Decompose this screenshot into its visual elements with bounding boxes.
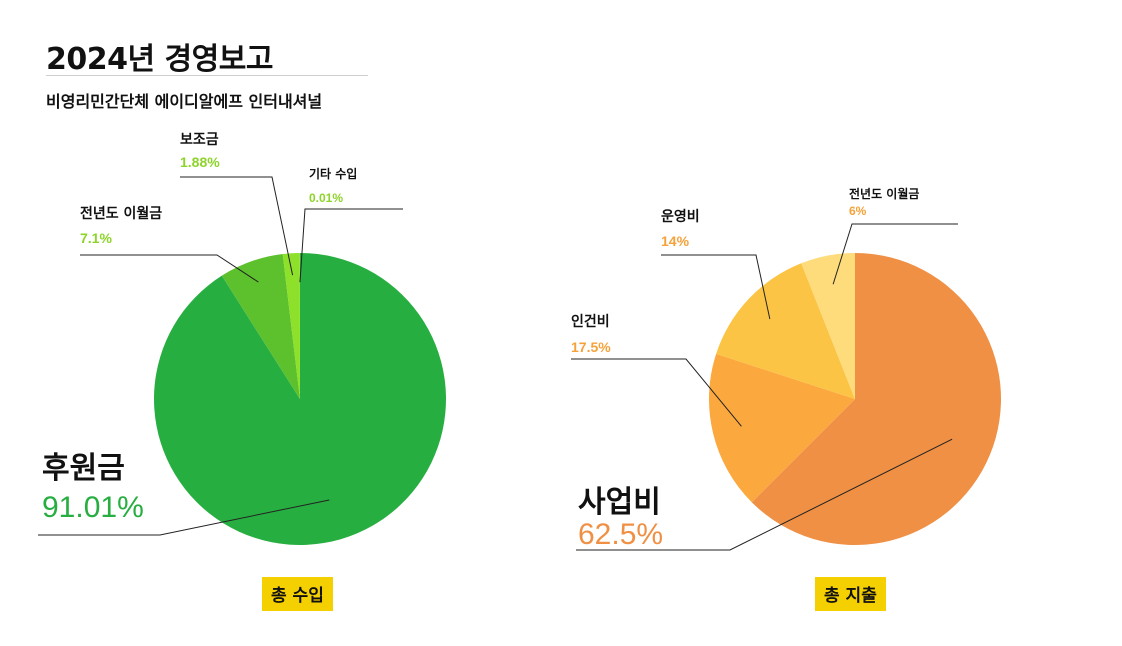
expense-pie bbox=[708, 253, 1002, 546]
expense-slice-3 bbox=[801, 253, 855, 399]
income-slice-value-1: 7.1% bbox=[80, 230, 112, 246]
income-pie bbox=[153, 252, 446, 545]
expense-slice-label-2: 운영비 bbox=[661, 208, 700, 225]
expense-slice-label-1: 인건비 bbox=[571, 313, 610, 330]
expense-slice-value-2: 14% bbox=[661, 233, 690, 249]
income-slice-2 bbox=[282, 253, 300, 399]
income-slice-value-3: 0.01% bbox=[309, 191, 343, 205]
income-slice-value-0: 91.01% bbox=[42, 491, 144, 524]
expense-leader-line-3 bbox=[832, 223, 958, 285]
expense-chart-caption: 총 지출 bbox=[815, 577, 886, 611]
expense-leader-line-0 bbox=[576, 438, 953, 551]
expense-slice-1 bbox=[708, 353, 855, 503]
report-subtitle: 비영리민간단체 에이디알에프 인터내셔널 bbox=[46, 92, 323, 111]
income-slice-label-0: 후원금 bbox=[42, 451, 125, 486]
income-slice-label-1: 전년도 이월금 bbox=[80, 205, 162, 222]
income-leader-line-1 bbox=[80, 254, 259, 283]
income-slice-value-2: 1.88% bbox=[180, 154, 220, 170]
expense-leader-line-2 bbox=[661, 254, 771, 320]
expense-slice-value-1: 17.5% bbox=[571, 339, 611, 355]
expense-slice-label-0: 사업비 bbox=[578, 485, 661, 520]
expense-slice-value-0: 62.5% bbox=[578, 518, 663, 551]
income-leader-line-2 bbox=[180, 176, 294, 276]
income-slice-label-3: 기타 수입 bbox=[309, 166, 357, 181]
expense-leader-line-1 bbox=[571, 358, 742, 427]
income-leader-line-3 bbox=[299, 208, 403, 283]
income-chart-caption: 총 수입 bbox=[262, 577, 333, 611]
expense-slice-2 bbox=[716, 263, 855, 399]
income-slice-label-2: 보조금 bbox=[180, 132, 219, 148]
expense-slice-0 bbox=[751, 253, 1002, 546]
expense-slice-value-3: 6% bbox=[849, 204, 867, 218]
report-title: 2024년 경영보고 bbox=[46, 42, 273, 77]
expense-slice-label-3: 전년도 이월금 bbox=[849, 186, 919, 201]
income-slice-1 bbox=[221, 254, 300, 399]
income-leader-line-0 bbox=[38, 499, 330, 536]
title-divider bbox=[46, 75, 368, 76]
